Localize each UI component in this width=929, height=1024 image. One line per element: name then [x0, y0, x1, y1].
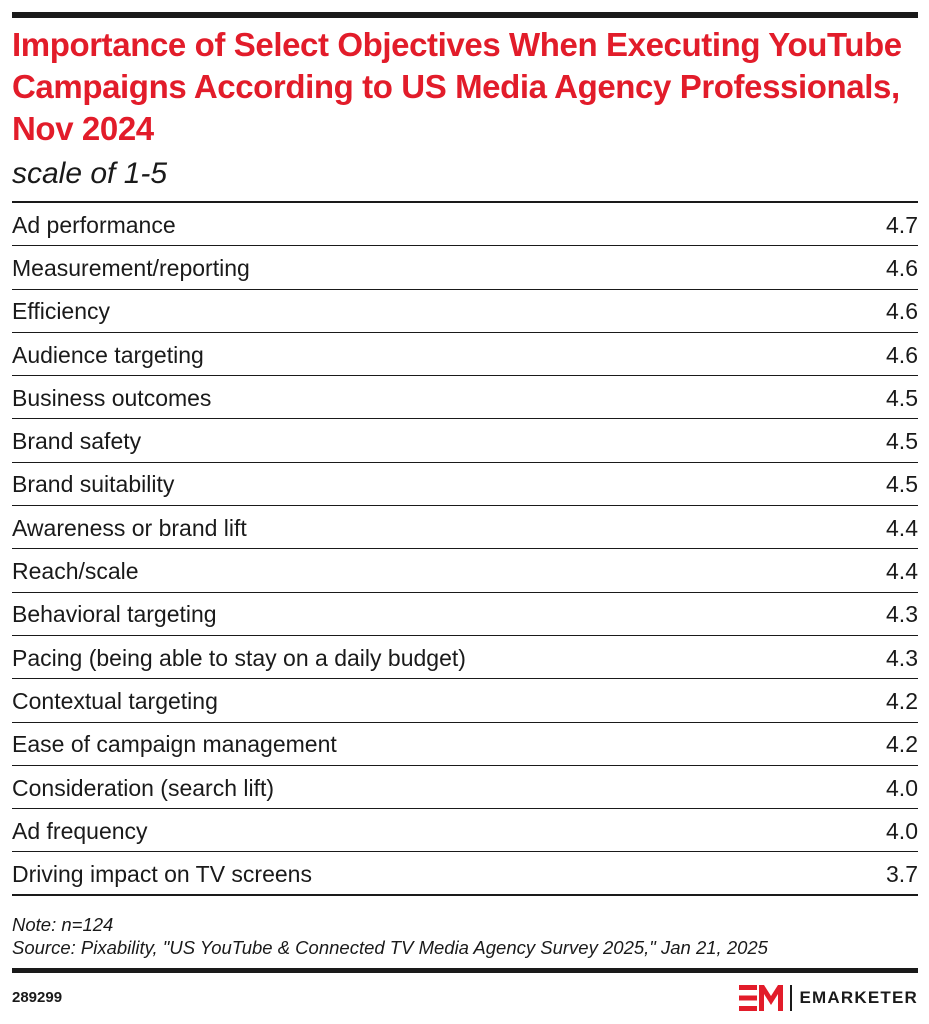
row-label: Ad performance — [12, 211, 176, 238]
table-row: Audience targeting 4.6 — [12, 333, 918, 377]
table-row: Driving impact on TV screens 3.7 — [12, 852, 918, 896]
row-label: Reach/scale — [12, 558, 139, 585]
row-label: Behavioral targeting — [12, 601, 217, 628]
brand-logo: EMARKETER — [738, 983, 918, 1013]
row-value: 4.0 — [886, 817, 918, 844]
note-text: Note: n=124 — [12, 914, 114, 935]
table-row: Behavioral targeting 4.3 — [12, 593, 918, 636]
table-row: Ease of campaign management 4.2 — [12, 723, 918, 766]
table-row: Measurement/reporting 4.6 — [12, 246, 918, 290]
row-value: 4.5 — [886, 428, 918, 455]
row-value: 4.2 — [886, 731, 918, 758]
row-value: 4.0 — [886, 774, 918, 801]
row-value: 4.3 — [886, 644, 918, 671]
row-value: 4.6 — [886, 254, 918, 281]
table-row: Efficiency 4.6 — [12, 290, 918, 333]
chart-subtitle: scale of 1-5 — [12, 157, 168, 190]
table-row: Awareness or brand lift 4.4 — [12, 506, 918, 550]
row-value: 3.7 — [886, 860, 918, 887]
chart-title: Importance of Select Objectives When Exe… — [12, 26, 902, 147]
row-label: Audience targeting — [12, 341, 204, 368]
row-label: Measurement/reporting — [12, 254, 250, 281]
table-row: Pacing (being able to stay on a daily bu… — [12, 636, 918, 680]
row-label: Consideration (search lift) — [12, 774, 275, 801]
table-row: Consideration (search lift) 4.0 — [12, 766, 918, 810]
chart-id: 289299 — [12, 989, 63, 1006]
row-value: 4.7 — [886, 211, 918, 238]
row-value: 4.5 — [886, 471, 918, 498]
bottom-rule — [12, 968, 918, 973]
row-label: Awareness or brand lift — [12, 514, 247, 541]
row-label: Business outcomes — [12, 384, 212, 411]
data-table: Ad performance 4.7 Measurement/reporting 4.… — [12, 201, 918, 896]
row-value: 4.3 — [886, 601, 918, 628]
table-row: Brand safety 4.5 — [12, 419, 918, 463]
row-value: 4.2 — [886, 687, 918, 714]
row-label: Pacing (being able to stay on a daily bu… — [12, 644, 466, 671]
table-row: Ad performance 4.7 — [12, 203, 918, 247]
row-label: Ad frequency — [12, 817, 148, 844]
row-label: Contextual targeting — [12, 687, 218, 714]
row-label: Efficiency — [12, 298, 111, 325]
row-label: Brand safety — [12, 428, 142, 455]
top-rule — [12, 12, 918, 18]
table-row: Ad frequency 4.0 — [12, 809, 918, 853]
row-value: 4.4 — [886, 558, 918, 585]
table-row: Brand suitability 4.5 — [12, 463, 918, 507]
row-value: 4.6 — [886, 341, 918, 368]
row-value: 4.6 — [886, 298, 918, 325]
row-value: 4.4 — [886, 514, 918, 541]
row-label: Ease of campaign management — [12, 731, 337, 758]
row-label: Brand suitability — [12, 471, 175, 498]
notes-block: Note: n=124 Source: Pixability, "US YouT… — [12, 913, 918, 959]
em-logo-icon — [738, 985, 783, 1011]
table-row: Reach/scale 4.4 — [12, 549, 918, 593]
row-value: 4.5 — [886, 384, 918, 411]
source-text: Source: Pixability, "US YouTube & Connec… — [12, 937, 768, 958]
table-row: Business outcomes 4.5 — [12, 376, 918, 420]
table-row: Contextual targeting 4.2 — [12, 679, 918, 723]
brand-name: EMARKETER — [799, 988, 918, 1007]
brand-separator — [789, 985, 792, 1011]
row-label: Driving impact on TV screens — [12, 860, 312, 887]
